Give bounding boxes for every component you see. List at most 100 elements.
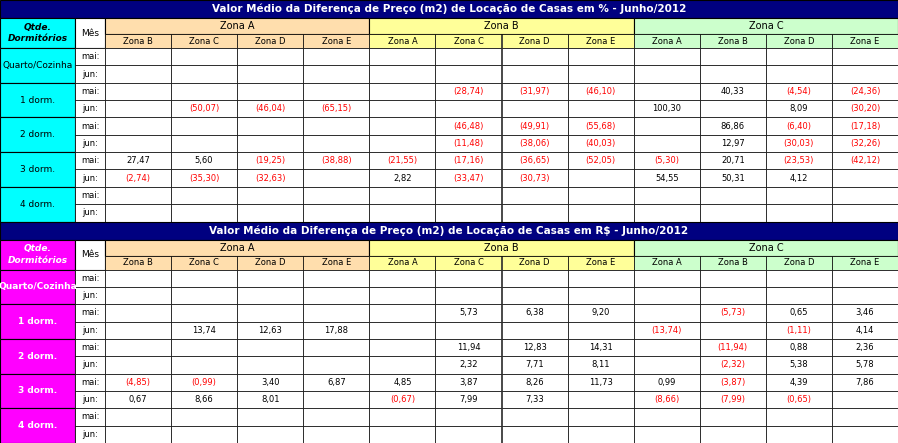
Bar: [832, 48, 898, 66]
Bar: [369, 339, 436, 356]
Bar: [634, 240, 898, 256]
Bar: [369, 408, 436, 426]
Text: Zona B: Zona B: [123, 36, 153, 46]
Bar: [0, 152, 75, 187]
Bar: [369, 18, 634, 34]
Bar: [634, 48, 700, 66]
Text: Zona D: Zona D: [784, 36, 814, 46]
Text: 8,26: 8,26: [525, 378, 544, 387]
Bar: [0, 18, 75, 48]
Text: 17,88: 17,88: [324, 326, 348, 335]
Text: Qtde.
Dormitórios: Qtde. Dormitórios: [7, 23, 67, 43]
Text: (36,65): (36,65): [519, 156, 550, 165]
Bar: [832, 426, 898, 443]
Bar: [634, 100, 700, 117]
Text: 8,11: 8,11: [592, 361, 610, 369]
Bar: [568, 339, 634, 356]
Bar: [172, 426, 237, 443]
Bar: [237, 373, 304, 391]
Text: (40,03): (40,03): [585, 139, 616, 148]
Text: Quarto/Cozinha: Quarto/Cozinha: [3, 61, 73, 70]
Bar: [634, 269, 700, 287]
Bar: [501, 34, 568, 48]
Bar: [766, 356, 832, 373]
Bar: [304, 170, 369, 187]
Bar: [766, 391, 832, 408]
Bar: [832, 34, 898, 48]
Bar: [634, 304, 700, 322]
Bar: [172, 204, 237, 222]
Text: (38,88): (38,88): [321, 156, 352, 165]
Bar: [436, 170, 501, 187]
Bar: [634, 83, 700, 100]
Bar: [75, 426, 105, 443]
Text: (50,07): (50,07): [189, 104, 219, 113]
Bar: [436, 187, 501, 204]
Bar: [436, 408, 501, 426]
Bar: [304, 117, 369, 135]
Bar: [75, 152, 105, 170]
Bar: [700, 204, 766, 222]
Bar: [436, 269, 501, 287]
Bar: [237, 339, 304, 356]
Bar: [75, 322, 105, 339]
Bar: [369, 256, 436, 269]
Bar: [700, 408, 766, 426]
Bar: [304, 66, 369, 83]
Bar: [832, 135, 898, 152]
Bar: [105, 356, 172, 373]
Bar: [436, 373, 501, 391]
Bar: [634, 204, 700, 222]
Bar: [766, 304, 832, 322]
Text: Zona C: Zona C: [749, 21, 783, 31]
Bar: [172, 304, 237, 322]
Text: Zona D: Zona D: [519, 36, 550, 46]
Text: mai:: mai:: [81, 378, 99, 387]
Bar: [568, 373, 634, 391]
Bar: [634, 187, 700, 204]
Bar: [700, 322, 766, 339]
Bar: [700, 287, 766, 304]
Bar: [172, 34, 237, 48]
Bar: [700, 48, 766, 66]
Bar: [304, 304, 369, 322]
Bar: [766, 83, 832, 100]
Bar: [634, 408, 700, 426]
Bar: [436, 287, 501, 304]
Text: 100,30: 100,30: [652, 104, 682, 113]
Bar: [700, 66, 766, 83]
Text: 4,12: 4,12: [789, 174, 808, 183]
Text: (42,12): (42,12): [850, 156, 880, 165]
Bar: [634, 256, 700, 269]
Bar: [634, 322, 700, 339]
Bar: [105, 269, 172, 287]
Bar: [501, 287, 568, 304]
Bar: [501, 187, 568, 204]
Bar: [369, 152, 436, 170]
Bar: [634, 373, 700, 391]
Bar: [105, 66, 172, 83]
Bar: [304, 34, 369, 48]
Bar: [501, 391, 568, 408]
Bar: [75, 83, 105, 100]
Text: Zona D: Zona D: [519, 258, 550, 267]
Bar: [700, 269, 766, 287]
Bar: [568, 48, 634, 66]
Text: (6,40): (6,40): [787, 121, 812, 131]
Bar: [766, 48, 832, 66]
Bar: [369, 304, 436, 322]
Bar: [237, 170, 304, 187]
Bar: [436, 256, 501, 269]
Bar: [436, 391, 501, 408]
Bar: [75, 66, 105, 83]
Bar: [766, 170, 832, 187]
Bar: [369, 66, 436, 83]
Text: mai:: mai:: [81, 191, 99, 200]
Bar: [304, 356, 369, 373]
Bar: [832, 100, 898, 117]
Bar: [237, 256, 304, 269]
Text: Zona E: Zona E: [321, 36, 351, 46]
Bar: [436, 152, 501, 170]
Bar: [0, 269, 75, 304]
Text: 2,32: 2,32: [459, 361, 478, 369]
